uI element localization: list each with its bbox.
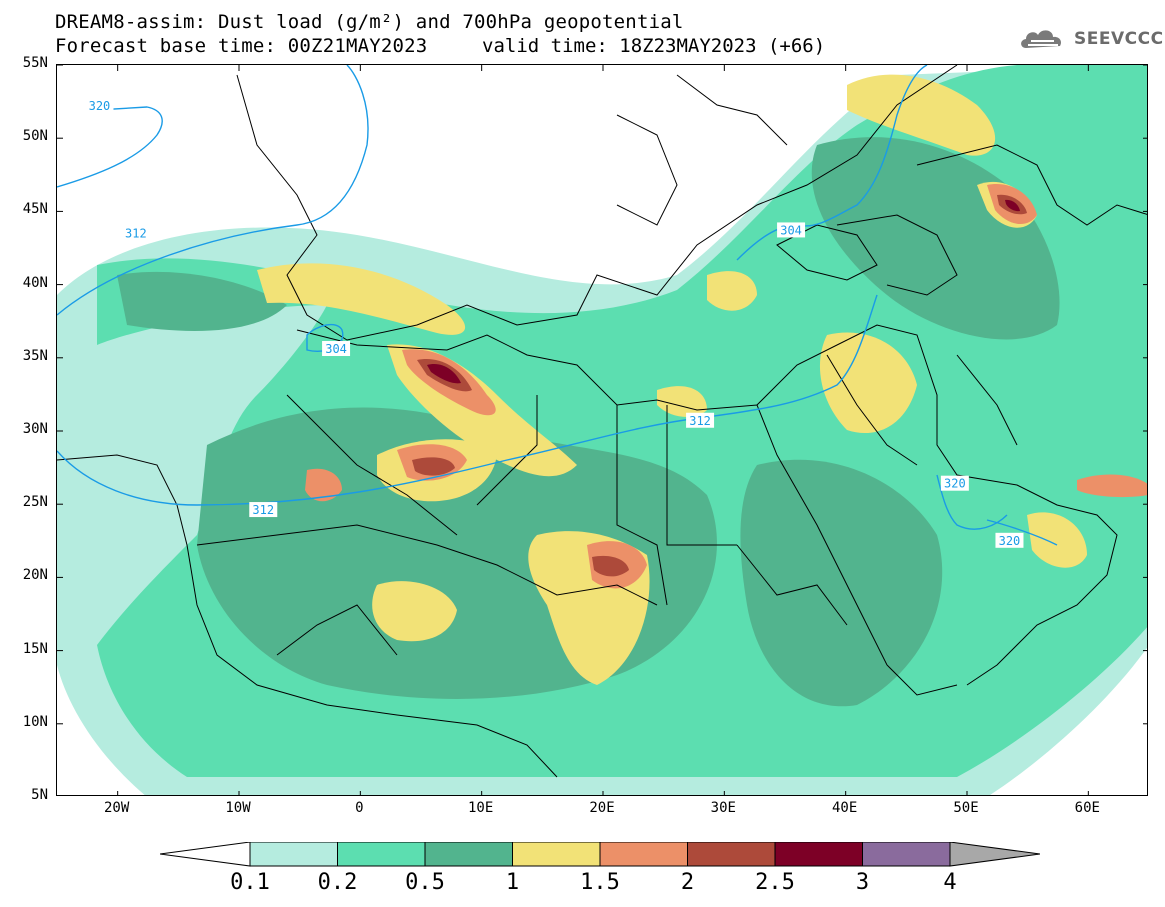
map-canvas: 320 312 304 312 304 312 320 320 [57,65,1147,795]
map-title: DREAM8-assim: Dust load (g/m²) and 700hP… [55,11,684,33]
colorbar-tick-label: 1.5 [580,870,620,895]
contour-label: 312 [686,412,715,428]
contour-label-text: 304 [325,342,347,356]
colorbar-tick-label: 0.2 [317,870,358,895]
lat-tick-label: 20N [22,567,48,584]
lat-tick-label: 25N [22,494,48,511]
contour-label: 312 [249,502,278,518]
colorbar-segment [424,842,513,867]
colorbar-tick-label: 2 [680,870,695,895]
contour-labels: 320 312 304 312 304 312 320 320 [85,97,1024,548]
lat-tick-label: 40N [22,274,48,291]
colorbar-low-triangle [160,842,251,867]
contour-label-text: 312 [689,414,711,428]
geopotential-contours [57,65,1058,546]
lon-tick-label: 60E [1074,800,1100,816]
colorbar-segment [512,842,601,867]
lon-tick-label: 0 [355,800,364,816]
lon-tick-label: 20W [104,800,130,816]
colorbar-segment [687,842,776,867]
lat-tick-label: 35N [22,347,48,364]
colorbar-segment [249,842,338,867]
contour-label-text: 320 [999,534,1021,548]
lon-tick-label: 40E [832,800,858,816]
contour-label: 312 [121,225,150,241]
lat-tick-label: 15N [22,640,48,657]
contour-label: 320 [85,97,114,113]
dust-load-fields [57,65,1147,795]
colorbar-segment [774,842,863,867]
lat-tick-label: 10N [22,713,48,730]
lat-tick-label: 45N [22,201,48,218]
contour-label: 320 [940,475,969,491]
contour-label: 304 [322,341,351,357]
lon-tick-label: 10E [468,800,494,816]
coastlines [57,65,1147,778]
colorbar-tick-label: 1 [505,870,520,895]
contour-label: 304 [777,222,806,238]
lon-tick-label: 50E [953,800,979,816]
lat-tick-label: 50N [22,128,48,145]
colorbar-segment [599,842,688,867]
contour-label-text: 312 [125,226,147,240]
seevccc-logo: SEEVCCC [1018,24,1164,54]
lat-tick-label: 5N [31,787,48,803]
contour-label: 320 [995,532,1024,548]
colorbar [160,842,1040,867]
lon-tick-label: 20E [589,800,615,816]
dust-map: 320 312 304 312 304 312 320 320 [56,64,1148,796]
contour-label-text: 312 [252,503,274,517]
colorbar-segment [862,842,951,867]
colorbar-tick-label: 4 [943,870,957,895]
contour-label-text: 304 [780,223,802,237]
valid-time: valid time: 18Z23MAY2023 (+66) [482,35,826,57]
logo-text: SEEVCCC [1074,29,1164,49]
lat-tick-label: 30N [22,421,48,437]
contour-label-text: 320 [89,99,111,113]
colorbar-tick-label: 3 [855,870,870,895]
lon-tick-label: 30E [710,800,736,816]
colorbar-tick-label: 2.5 [755,870,795,895]
lat-tick-label: 55N [22,55,48,71]
colorbar-high-triangle [949,842,1040,867]
cloud-logo-icon [1021,30,1062,48]
lon-tick-label: 10W [225,800,251,816]
colorbar-segment [337,842,426,867]
colorbar-tick-label: 0.5 [405,870,445,895]
contour-label-text: 320 [944,477,966,491]
forecast-base-time: Forecast base time: 00Z21MAY2023 [55,35,428,57]
colorbar-tick-label: 0.1 [230,870,270,895]
